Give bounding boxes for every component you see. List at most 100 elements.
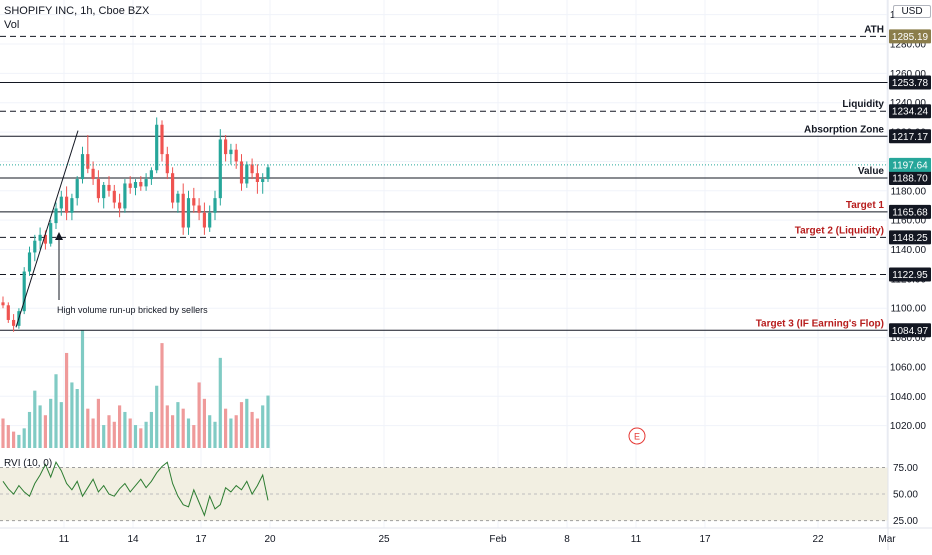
volume-bar <box>59 402 63 448</box>
currency-badge[interactable]: USD <box>893 5 931 18</box>
candle-body <box>261 179 265 182</box>
level-badge <box>889 204 931 219</box>
volume-bar <box>33 390 37 448</box>
candle-body <box>208 212 212 228</box>
level-name: Target 2 (Liquidity) <box>795 225 884 236</box>
volume-bar <box>102 425 106 448</box>
candle-body <box>229 149 233 155</box>
volume-bar <box>213 421 217 448</box>
volume-bar <box>43 415 47 448</box>
volume-bar <box>160 343 164 448</box>
level-badge <box>889 230 931 245</box>
level-name: Target 1 <box>846 200 885 211</box>
y-tick-label: 1020.00 <box>890 421 927 432</box>
volume-bar <box>181 408 185 448</box>
y-tick-label: 1040.00 <box>890 392 927 403</box>
volume-bar <box>27 411 32 448</box>
level-name: Absorption Zone <box>804 124 884 135</box>
y-tick-label: 1160.00 <box>891 216 927 227</box>
candle-body <box>102 184 106 199</box>
volume-bar <box>133 425 138 448</box>
level-badge-label: 1122.95 <box>892 270 928 281</box>
volume-bar <box>70 382 74 448</box>
candle-body <box>224 139 228 155</box>
candle-body <box>43 234 47 244</box>
candle-body <box>91 168 95 180</box>
candle-body <box>86 154 90 169</box>
current-price-badge <box>889 157 931 172</box>
candle-body <box>27 252 32 272</box>
volume-bar <box>266 395 270 448</box>
level-badge-label: 1253.78 <box>892 78 929 89</box>
volume-bar <box>234 415 238 448</box>
y-tick-label: 1280.00 <box>890 40 927 51</box>
candle-body <box>234 149 238 162</box>
volume-bar <box>65 352 69 448</box>
volume-bar <box>80 330 85 448</box>
candle-body <box>176 193 180 203</box>
candle-body <box>133 182 138 188</box>
x-tick-label: 22 <box>812 534 824 545</box>
annotation-arrowhead <box>55 232 63 240</box>
candle-body <box>54 208 58 224</box>
volume-bar <box>107 415 111 448</box>
current-price-label: 1197.64 <box>892 160 928 171</box>
rvi-tick-label: 75.00 <box>893 463 918 474</box>
candle-body <box>213 198 217 213</box>
level-badge-label: 1217.17 <box>892 132 929 143</box>
volume-bar <box>255 418 259 448</box>
volume-bar <box>197 382 201 448</box>
volume-bar <box>144 421 148 448</box>
volume-bar <box>192 425 196 448</box>
level-badge-label: 1285.19 <box>892 32 929 43</box>
candle-body <box>96 179 100 199</box>
candle-body <box>70 198 74 213</box>
candle-body <box>266 167 270 180</box>
level-badge <box>889 104 931 119</box>
volume-bar <box>38 405 42 448</box>
candle-body <box>160 124 164 155</box>
rvi-tick-label: 25.00 <box>893 516 918 527</box>
candle-body <box>128 183 132 188</box>
y-tick-label: 1140.00 <box>891 245 927 256</box>
candle-body <box>255 173 259 182</box>
volume-bar <box>54 374 58 448</box>
x-tick-label: Mar <box>878 534 896 545</box>
candle-body <box>192 198 196 206</box>
earnings-icon <box>628 427 646 445</box>
x-tick-label: 20 <box>264 534 276 545</box>
volume-bar <box>149 411 153 448</box>
rvi-tick-label: 50.00 <box>893 490 918 501</box>
earnings-label: E <box>634 432 640 442</box>
candle-body <box>239 161 244 184</box>
volume-bar <box>123 411 127 448</box>
level-badge <box>889 75 931 90</box>
x-tick-label: 25 <box>378 534 390 545</box>
volume-bar <box>224 408 228 448</box>
volume-bar <box>229 418 233 448</box>
level-name: ATH <box>864 24 884 35</box>
volume-bar <box>12 431 16 448</box>
level-badge <box>889 129 931 144</box>
volume-bar <box>86 408 90 448</box>
y-tick-label: 1260.00 <box>890 69 927 80</box>
candle-body <box>1 302 5 306</box>
volume-bar <box>75 389 79 448</box>
candle-body <box>165 154 169 174</box>
volume-bar <box>239 402 244 448</box>
volume-bar <box>250 411 254 448</box>
volume-bar <box>245 398 249 448</box>
rvi-line <box>2 461 269 517</box>
volume-bar <box>165 405 169 448</box>
candle-body <box>171 173 175 203</box>
y-tick-label: 1180.00 <box>891 186 927 197</box>
y-tick-label: 1240.00 <box>890 98 927 109</box>
volume-bar <box>22 428 26 448</box>
candle-body <box>144 179 148 187</box>
candle-body <box>197 205 201 213</box>
volume-bar <box>1 418 5 448</box>
volume-bar <box>17 434 21 448</box>
candle-body <box>38 234 42 241</box>
